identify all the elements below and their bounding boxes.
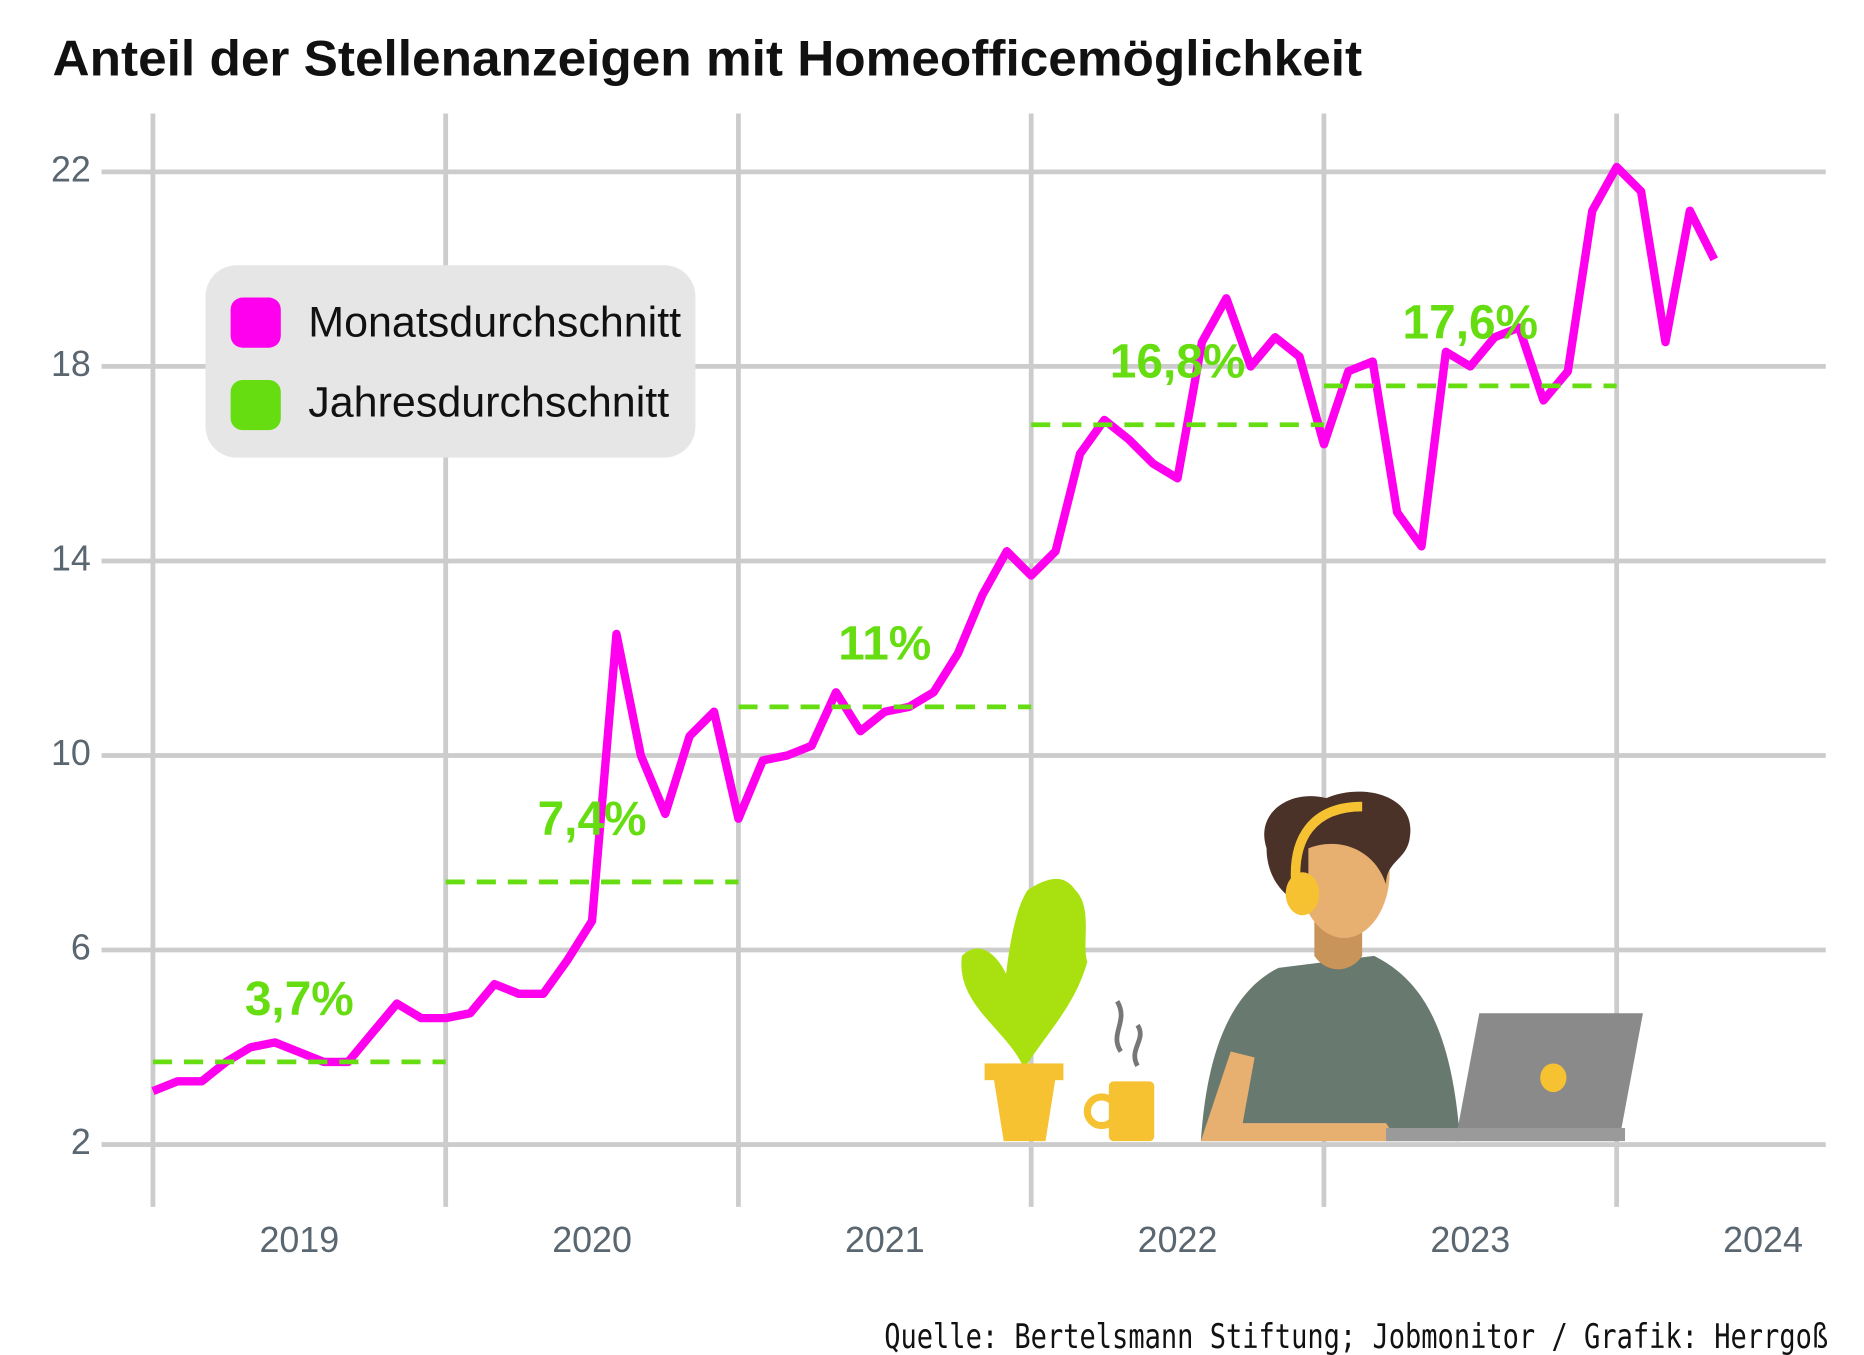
y-tick-label: 14 xyxy=(51,538,91,578)
annual-label: 7,4% xyxy=(538,793,647,846)
legend-box xyxy=(205,265,696,458)
annual-label: 3,7% xyxy=(245,973,354,1026)
x-tick-label: 2023 xyxy=(1430,1220,1510,1260)
legend-swatch xyxy=(230,297,281,348)
legend-label: Monatsdurchschnitt xyxy=(308,298,681,346)
annual-label: 17,6% xyxy=(1403,297,1538,350)
data: 3,7% 7,4% 11% 16,8% 17,6% xyxy=(151,162,1718,1095)
x-tick-label: 2019 xyxy=(259,1220,339,1260)
x-tick-label: 2020 xyxy=(552,1220,632,1260)
x-tick-label: 2024 xyxy=(1723,1220,1803,1260)
x-tick-label: 2022 xyxy=(1138,1220,1218,1260)
y-tick-label: 18 xyxy=(51,344,91,384)
legend-swatch xyxy=(230,379,281,431)
source: Quelle: Bertelsmann Stiftung; Jobmonitor… xyxy=(884,1317,1828,1355)
annual-label: 16,8% xyxy=(1110,336,1245,389)
chart-title: Anteil der Stellenanzeigen mit Homeoffic… xyxy=(53,30,1363,86)
y-tick-label: 10 xyxy=(51,733,91,773)
y-tick-label: 22 xyxy=(51,149,91,189)
illustration xyxy=(961,791,1643,1142)
annual-label: 11% xyxy=(838,618,931,671)
y-tick-label: 2 xyxy=(71,1122,91,1162)
legend-label: Jahresdurchschnitt xyxy=(308,378,669,426)
y-tick-label: 6 xyxy=(71,928,91,968)
legend: Monatsdurchschnitt Jahresdurchschnitt xyxy=(205,265,696,458)
line xyxy=(151,162,1718,1095)
x-tick-label: 2021 xyxy=(845,1220,925,1260)
